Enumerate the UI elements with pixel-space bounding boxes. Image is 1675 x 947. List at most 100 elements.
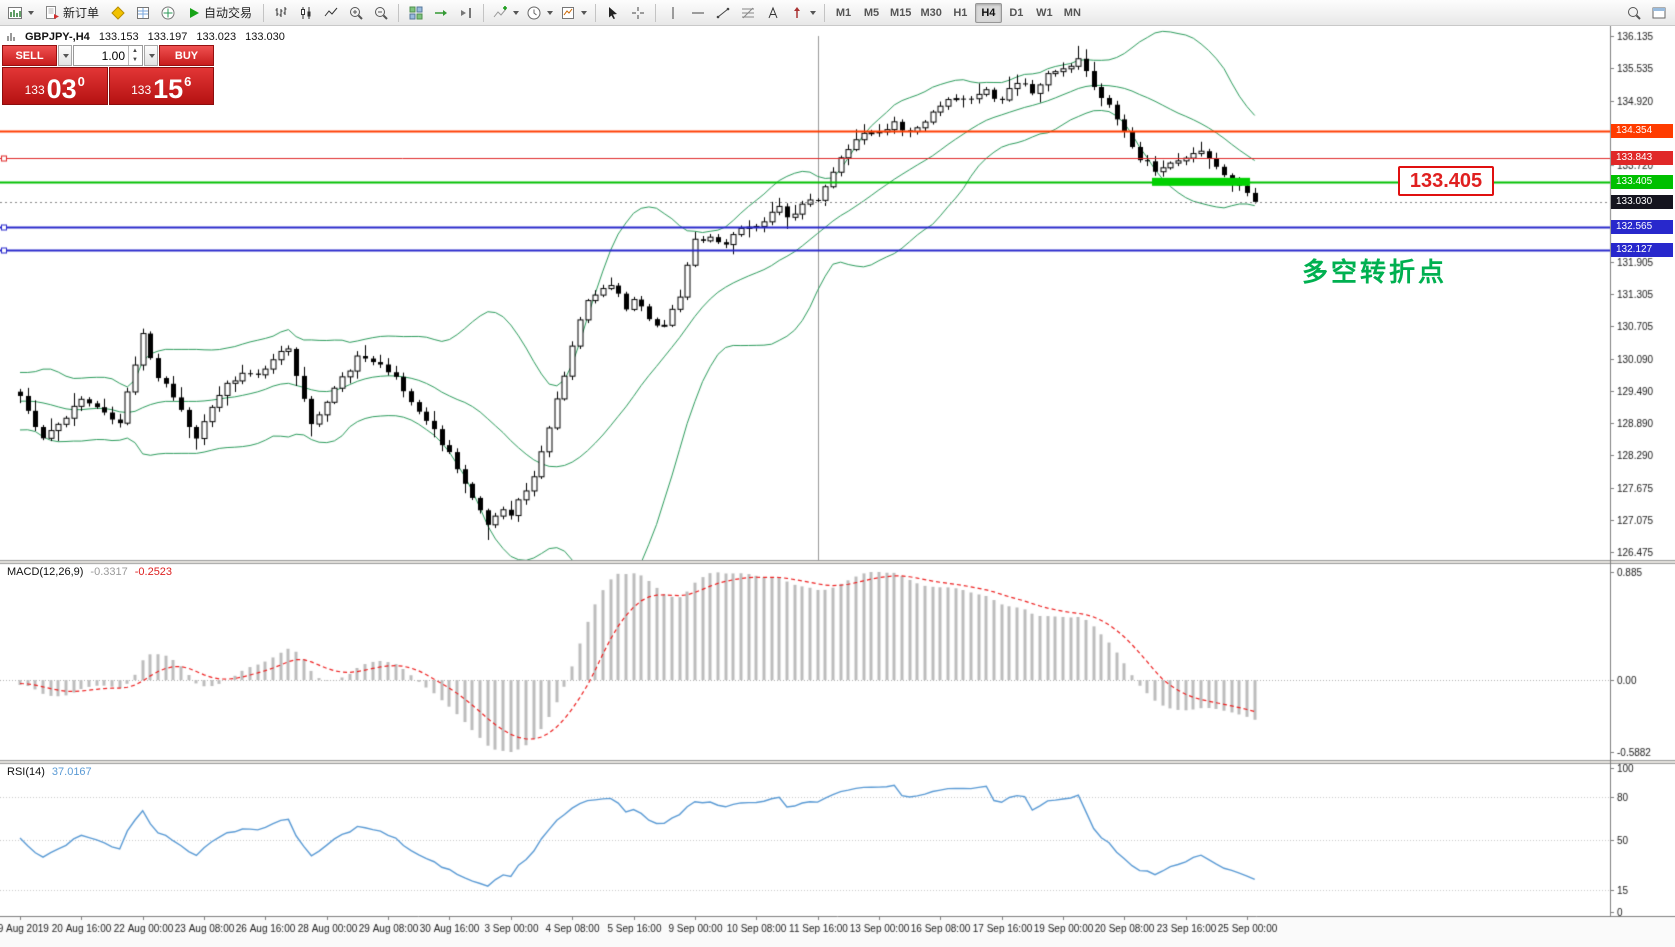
dropdown-caret	[547, 10, 554, 15]
rsi-value: 37.0167	[51, 766, 92, 778]
data-window-icon	[135, 5, 151, 21]
search-button[interactable]	[1622, 2, 1646, 24]
chart-icon	[6, 32, 16, 42]
bars-chart-button[interactable]	[269, 2, 293, 24]
market-watch-icon	[110, 5, 126, 21]
autotrading-button[interactable]: 自动交易	[181, 2, 258, 24]
symbol-name: GBPJPY-,H4	[25, 31, 90, 43]
buy-options-dropdown[interactable]	[144, 45, 158, 66]
volume-box: ▲▼	[73, 45, 143, 66]
buy-button[interactable]: BUY	[159, 45, 214, 66]
timeframe-button-m15[interactable]: M15	[890, 6, 912, 19]
new-chart-button[interactable]	[4, 2, 37, 24]
timeframe-button-h4[interactable]: H4	[974, 2, 1002, 23]
timeframe-button-m1[interactable]: M1	[835, 6, 852, 19]
cursor-icon	[605, 5, 621, 21]
new-order-label: 新订单	[63, 6, 100, 20]
dropdown-caret	[581, 10, 588, 15]
timeframe-button-w1[interactable]: W1	[1036, 6, 1053, 19]
toolbar-separator	[655, 3, 657, 22]
indicators-button[interactable]	[489, 2, 522, 24]
text-label-icon	[765, 5, 781, 21]
timeframe-button-m30[interactable]: M30	[920, 6, 942, 19]
step-up-icon[interactable]: ▲	[132, 47, 138, 54]
sell-quote[interactable]: 133 03 0	[2, 67, 108, 105]
trendline-button[interactable]	[711, 2, 735, 24]
navigator-icon	[160, 5, 176, 21]
dropdown-caret	[810, 10, 817, 15]
toolbar-separator	[398, 3, 400, 22]
periods-button[interactable]	[523, 2, 556, 24]
zoom-out-button[interactable]	[369, 2, 393, 24]
zoom-in-button[interactable]	[344, 2, 368, 24]
ask-main: 15	[153, 74, 184, 105]
macd-value: -0.3317	[90, 566, 128, 578]
bid-main: 03	[46, 74, 77, 105]
candlestick-chart-button[interactable]	[294, 2, 318, 24]
navigator-button[interactable]	[156, 2, 180, 24]
sell-button[interactable]: SELL	[2, 45, 57, 66]
toolbar-separator	[595, 3, 597, 22]
price-line-label: 132.127	[1611, 243, 1673, 258]
crosshair-button[interactable]	[626, 2, 650, 24]
dropdown-caret	[63, 53, 69, 58]
volume-stepper[interactable]: ▲ ▼	[128, 46, 141, 65]
line-chart-button[interactable]	[319, 2, 343, 24]
window-button[interactable]	[1647, 2, 1671, 24]
ask-prefix: 133	[131, 83, 152, 97]
step-down-icon[interactable]: ▼	[132, 57, 138, 64]
volume-input[interactable]	[74, 46, 128, 65]
price-line-label: 132.565	[1611, 219, 1673, 234]
autotrading-label: 自动交易	[204, 6, 253, 20]
chart-shift-button[interactable]	[454, 2, 478, 24]
new-order-button[interactable]: 新订单	[38, 2, 105, 24]
rsi-label: RSI(14)	[7, 766, 45, 778]
search-icon	[1626, 5, 1642, 21]
auto-scroll-button[interactable]	[429, 2, 453, 24]
bid-prefix: 133	[24, 83, 45, 97]
bars-chart-icon	[273, 5, 289, 21]
dropdown-caret	[149, 53, 155, 58]
bid-price-label: 133.030	[1611, 194, 1673, 209]
crosshair-icon	[630, 5, 646, 21]
macd-signal-value: -0.2523	[134, 566, 173, 578]
toolbar-separator	[824, 3, 826, 22]
zoom-in-icon	[348, 5, 364, 21]
templates-button[interactable]	[557, 2, 590, 24]
timeframe-button-h1[interactable]: H1	[953, 6, 968, 19]
horizontal-line-button[interactable]	[686, 2, 710, 24]
arrows-button[interactable]	[786, 2, 819, 24]
chart-canvas[interactable]	[0, 26, 1675, 947]
rsi-header: RSI(14) 37.0167	[7, 766, 92, 778]
price-line-label: 133.843	[1611, 151, 1673, 166]
buy-quote[interactable]: 133 15 6	[108, 67, 214, 105]
quote-low: 133.023	[196, 31, 237, 43]
timeframe-button-mn[interactable]: MN	[1063, 6, 1081, 19]
bid-pip: 0	[77, 74, 85, 89]
autotrading-play-icon	[187, 6, 201, 20]
toolbar-separator	[263, 3, 265, 22]
one-click-trading-panel: SELL ▲▼ BUY 133 03 0 133 15 6	[2, 45, 214, 105]
cursor-button[interactable]	[601, 2, 625, 24]
sell-options-dropdown[interactable]	[58, 45, 72, 66]
indicators-icon	[492, 5, 508, 21]
tile-windows-button[interactable]	[404, 2, 428, 24]
sr-price-callout: 133.405	[1398, 166, 1494, 196]
vertical-line-button[interactable]	[661, 2, 685, 24]
periods-clock-icon	[526, 5, 542, 21]
price-line-label: 133.405	[1611, 174, 1673, 189]
auto-scroll-icon	[433, 5, 449, 21]
toolbar: 新订单 自动交易	[0, 0, 1675, 26]
timeframe-button-m5[interactable]: M5	[863, 6, 880, 19]
timeframe-button-d1[interactable]: D1	[1009, 6, 1024, 19]
fibonacci-button[interactable]	[736, 2, 760, 24]
symbol-info: GBPJPY-,H4 133.153 133.197 133.023 133.0…	[6, 31, 285, 43]
market-watch-button[interactable]	[106, 2, 130, 24]
timeframe-toolbar: M1 M5 M15 M30 H1 H4 D1 W1 MN	[830, 2, 1086, 23]
new-chart-icon	[7, 5, 23, 21]
ask-pip: 6	[184, 74, 192, 89]
data-window-button[interactable]	[131, 2, 155, 24]
text-label-button[interactable]	[761, 2, 785, 24]
quote-high: 133.197	[147, 31, 188, 43]
arrows-icon	[789, 5, 805, 21]
